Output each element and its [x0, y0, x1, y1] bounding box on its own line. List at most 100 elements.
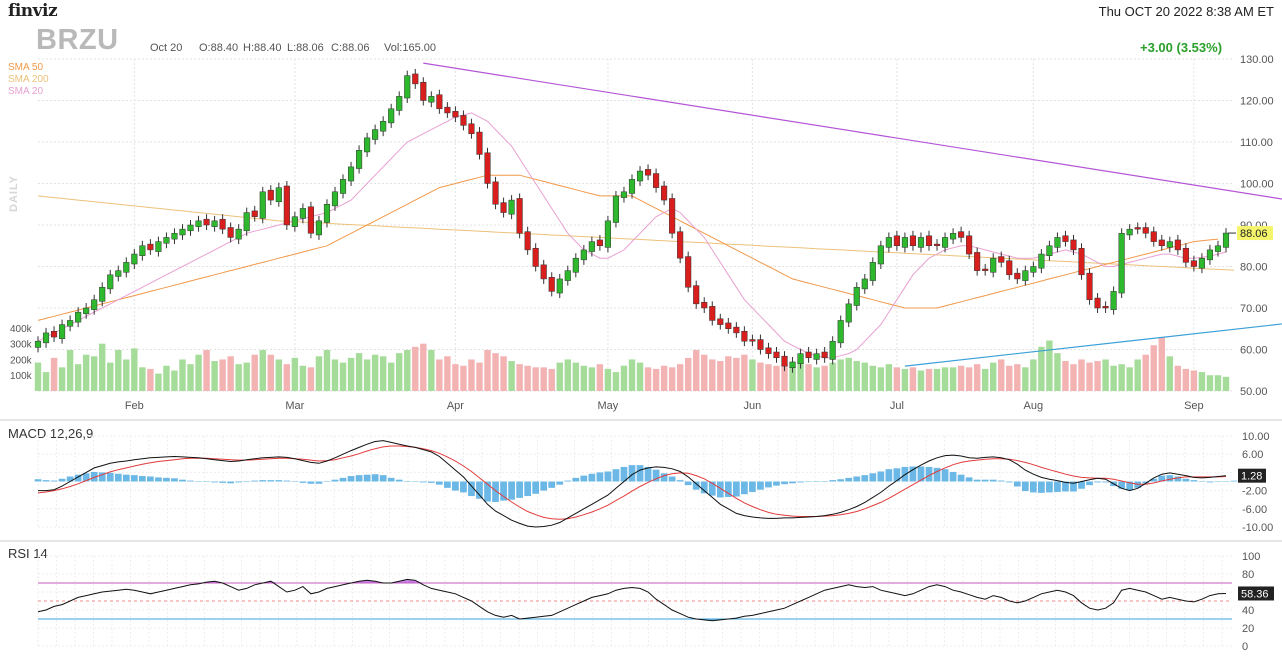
- volume-bar: [612, 372, 620, 391]
- candle-body: [235, 228, 242, 240]
- volume-bar: [428, 349, 435, 391]
- price-tick-label: 110.00: [1240, 137, 1273, 149]
- volume-bar: [901, 368, 909, 391]
- macd-histogram-bar: [925, 466, 933, 482]
- candle-body: [1102, 306, 1109, 309]
- candle-body: [990, 257, 997, 273]
- ohlc-open: O:88.40: [199, 42, 239, 54]
- macd-histogram-bar: [114, 473, 122, 482]
- macd-value-label: 1.28: [1241, 471, 1262, 483]
- candle-body: [155, 241, 162, 252]
- candle-body: [1006, 260, 1013, 276]
- volume-bar: [805, 364, 812, 391]
- volume-bar: [998, 359, 1005, 391]
- candle-body: [500, 202, 507, 213]
- macd-histogram-bar: [403, 481, 411, 482]
- macd-histogram-bar: [997, 480, 1005, 482]
- candle-body: [636, 170, 644, 182]
- candle-body: [1174, 239, 1181, 251]
- macd-histogram-bar: [363, 474, 371, 482]
- macd-histogram-bar: [179, 479, 186, 482]
- volume-bar: [524, 365, 531, 391]
- volume-bar: [749, 359, 756, 391]
- candle-body: [404, 75, 411, 99]
- volume-bar: [420, 343, 427, 391]
- candle-body: [845, 303, 852, 323]
- macd-histogram-bar: [347, 476, 355, 482]
- volume-bar: [1070, 364, 1077, 391]
- volume-bar: [1150, 345, 1157, 391]
- macd-tick-label: 10.00: [1242, 431, 1270, 443]
- volume-bar: [981, 368, 989, 391]
- candle-body: [67, 320, 74, 327]
- volume-bar: [404, 349, 411, 391]
- candle-body: [797, 353, 804, 364]
- volume-bar: [347, 357, 355, 391]
- volume-bar: [179, 359, 186, 391]
- volume-bar: [1014, 364, 1021, 391]
- macd-histogram-bar: [74, 474, 82, 482]
- macd-histogram-bar: [684, 481, 692, 486]
- candle-body: [1022, 270, 1029, 281]
- macd-histogram-bar: [837, 479, 845, 482]
- macd-histogram-bar: [331, 479, 339, 482]
- candle-body: [966, 235, 973, 255]
- candle-body: [396, 96, 403, 111]
- macd-histogram-bar: [1126, 481, 1134, 491]
- macd-histogram-bar: [1174, 476, 1182, 482]
- volume-tick-label: 100k: [10, 371, 33, 382]
- volume-bar: [1198, 372, 1206, 391]
- volume-bar: [187, 364, 194, 391]
- volume-bar: [58, 367, 66, 391]
- macd-histogram-bar: [524, 481, 532, 497]
- candle-body: [596, 239, 603, 247]
- volume-bar: [1190, 370, 1198, 391]
- volume-bar: [460, 365, 467, 391]
- candle-body: [203, 218, 210, 226]
- volume-bar: [147, 368, 154, 391]
- candle-body: [540, 264, 547, 280]
- macd-histogram-bar: [90, 471, 98, 482]
- ohlc-high: H:88.40: [243, 42, 282, 54]
- candle-body: [356, 150, 363, 169]
- candle-body: [347, 166, 355, 182]
- volume-bar: [1094, 361, 1101, 391]
- macd-histogram-bar: [299, 481, 307, 483]
- volume-bar: [829, 362, 836, 391]
- candle-body: [331, 191, 339, 207]
- macd-histogram-bar: [845, 477, 853, 482]
- candle-body: [877, 245, 884, 265]
- volume-bar: [195, 354, 202, 391]
- candle-body: [436, 94, 443, 110]
- macd-histogram-bar: [155, 477, 162, 482]
- macd-histogram-bar: [468, 481, 475, 497]
- candle-body: [1014, 272, 1021, 280]
- macd-histogram-bar: [500, 481, 507, 501]
- volume-bar: [684, 357, 692, 391]
- macd-histogram-bar: [1198, 481, 1206, 482]
- candle-body: [789, 361, 796, 369]
- volume-bar: [588, 367, 596, 391]
- volume-bar: [275, 359, 283, 391]
- candle-body: [869, 262, 876, 281]
- volume-bar: [1222, 376, 1230, 391]
- macd-histogram-bar: [259, 480, 267, 482]
- macd-histogram-bar: [58, 478, 66, 482]
- volume-bar: [773, 365, 780, 391]
- volume-bar: [291, 357, 299, 391]
- finviz-logo[interactable]: finviz: [8, 1, 58, 21]
- datetime-label: Thu OCT 20 2022 8:38 AM ET: [1098, 4, 1274, 19]
- macd-histogram-bar: [596, 472, 604, 482]
- volume-bar: [676, 364, 684, 391]
- volume-bar: [741, 354, 748, 391]
- price-tick-label: 70.00: [1240, 303, 1268, 315]
- candle-body: [388, 108, 395, 124]
- ohlc-volume: Vol:165.00: [384, 42, 436, 54]
- volume-bar: [636, 362, 644, 391]
- macd-histogram-bar: [805, 481, 812, 482]
- macd-histogram-bar: [163, 477, 170, 482]
- candle-body: [853, 287, 860, 306]
- macd-histogram-bar: [973, 479, 981, 482]
- sma200-line: [37, 195, 1235, 271]
